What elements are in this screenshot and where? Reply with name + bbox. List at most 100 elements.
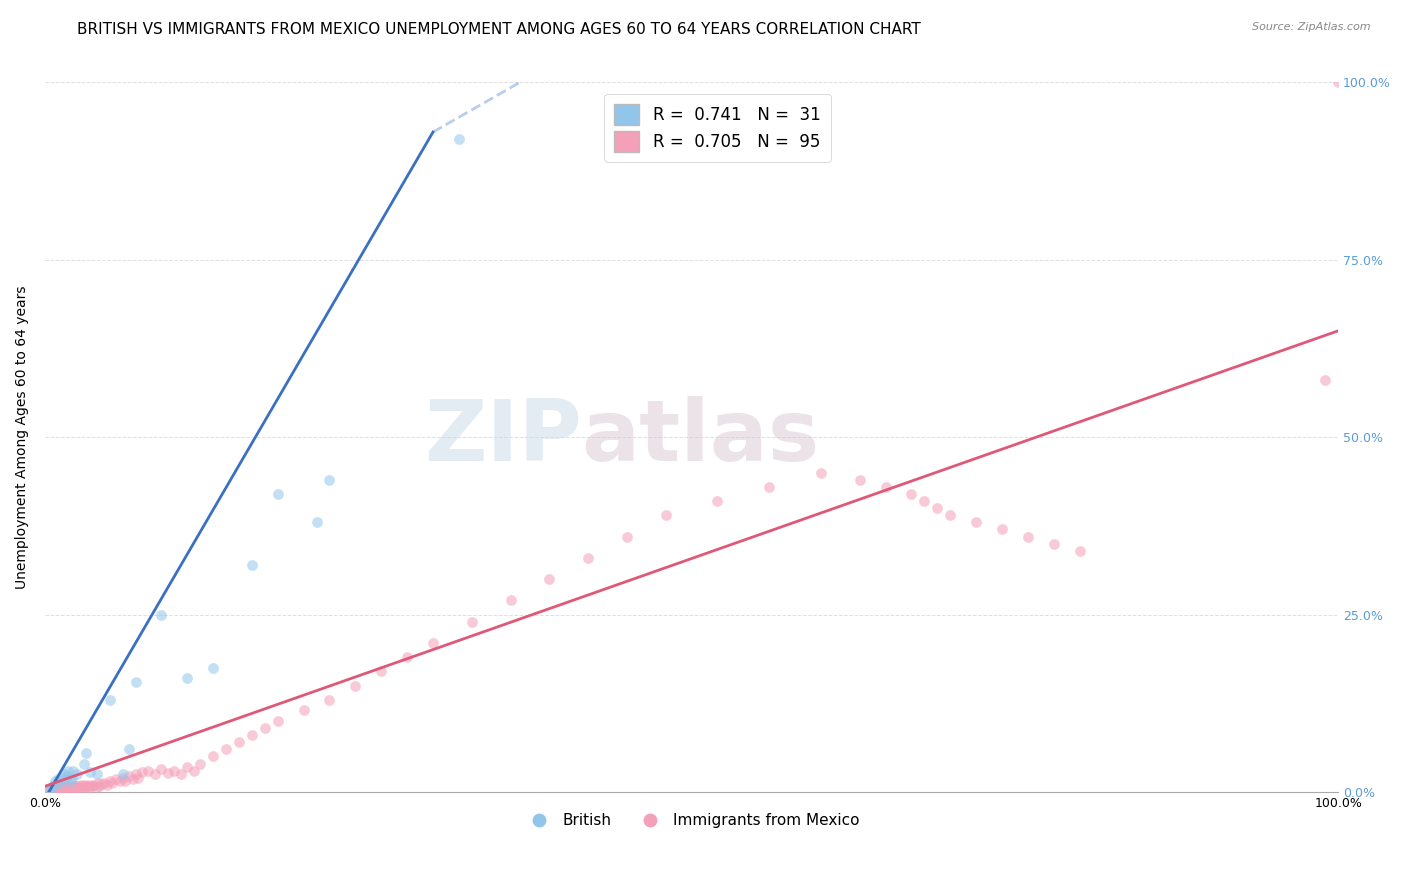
Point — [848, 473, 870, 487]
Point — [42, 778, 65, 792]
Point — [292, 703, 315, 717]
Point — [39, 781, 62, 796]
Legend: British, Immigrants from Mexico: British, Immigrants from Mexico — [517, 806, 865, 834]
Point — [38, 782, 60, 797]
Point — [53, 781, 76, 796]
Point — [77, 780, 100, 795]
Point — [75, 778, 97, 792]
Point — [1327, 75, 1350, 89]
Point — [240, 558, 263, 572]
Point — [63, 781, 86, 796]
Point — [111, 767, 134, 781]
Point — [58, 779, 80, 793]
Point — [228, 735, 250, 749]
Point — [150, 607, 173, 622]
Point — [706, 494, 728, 508]
Point — [42, 780, 65, 795]
Point — [1315, 374, 1337, 388]
Point — [83, 778, 105, 792]
Point — [344, 679, 367, 693]
Point — [37, 782, 59, 797]
Point — [156, 765, 179, 780]
Point — [86, 767, 108, 781]
Point — [66, 767, 89, 781]
Point — [965, 516, 987, 530]
Point — [900, 487, 922, 501]
Point — [79, 778, 101, 792]
Point — [90, 777, 112, 791]
Point — [912, 494, 935, 508]
Point — [49, 780, 72, 794]
Point — [396, 650, 419, 665]
Point — [118, 742, 141, 756]
Point — [202, 749, 225, 764]
Point — [124, 767, 146, 781]
Point — [240, 728, 263, 742]
Point — [758, 480, 780, 494]
Point — [46, 780, 69, 795]
Point — [45, 781, 67, 796]
Point — [538, 572, 561, 586]
Point — [75, 746, 97, 760]
Point — [188, 756, 211, 771]
Point — [101, 776, 124, 790]
Point — [86, 780, 108, 794]
Point — [67, 779, 90, 793]
Point — [114, 773, 136, 788]
Point — [51, 771, 73, 785]
Point — [927, 501, 949, 516]
Point — [96, 778, 118, 792]
Point — [170, 767, 193, 781]
Point — [55, 780, 77, 794]
Point — [62, 764, 84, 778]
Point — [73, 779, 96, 793]
Point — [138, 764, 160, 778]
Point — [62, 779, 84, 793]
Point — [98, 774, 121, 789]
Point — [42, 782, 65, 797]
Point — [55, 772, 77, 787]
Point — [46, 772, 69, 787]
Text: atlas: atlas — [582, 396, 820, 479]
Point — [93, 776, 115, 790]
Point — [499, 593, 522, 607]
Point — [150, 762, 173, 776]
Point — [105, 772, 128, 787]
Point — [65, 779, 87, 793]
Point — [124, 675, 146, 690]
Point — [131, 765, 153, 780]
Point — [991, 523, 1014, 537]
Point — [75, 780, 97, 794]
Point — [41, 781, 63, 796]
Text: ZIP: ZIP — [425, 396, 582, 479]
Y-axis label: Unemployment Among Ages 60 to 64 years: Unemployment Among Ages 60 to 64 years — [15, 285, 30, 589]
Point — [305, 516, 328, 530]
Point — [370, 665, 392, 679]
Point — [111, 771, 134, 785]
Point — [87, 776, 110, 790]
Point — [616, 529, 638, 543]
Point — [176, 760, 198, 774]
Point — [51, 781, 73, 796]
Point — [48, 782, 70, 797]
Point — [44, 774, 66, 789]
Point — [58, 764, 80, 778]
Point — [56, 780, 79, 795]
Point — [108, 774, 131, 789]
Point — [59, 774, 82, 789]
Point — [53, 767, 76, 781]
Point — [70, 778, 93, 792]
Text: Source: ZipAtlas.com: Source: ZipAtlas.com — [1253, 22, 1371, 32]
Point — [939, 508, 962, 523]
Point — [89, 779, 111, 793]
Point — [215, 742, 238, 756]
Point — [52, 779, 75, 793]
Point — [41, 782, 63, 797]
Point — [72, 780, 94, 794]
Point — [76, 779, 98, 793]
Point — [56, 769, 79, 783]
Point — [66, 780, 89, 794]
Point — [1069, 543, 1091, 558]
Point — [461, 615, 484, 629]
Point — [127, 771, 149, 785]
